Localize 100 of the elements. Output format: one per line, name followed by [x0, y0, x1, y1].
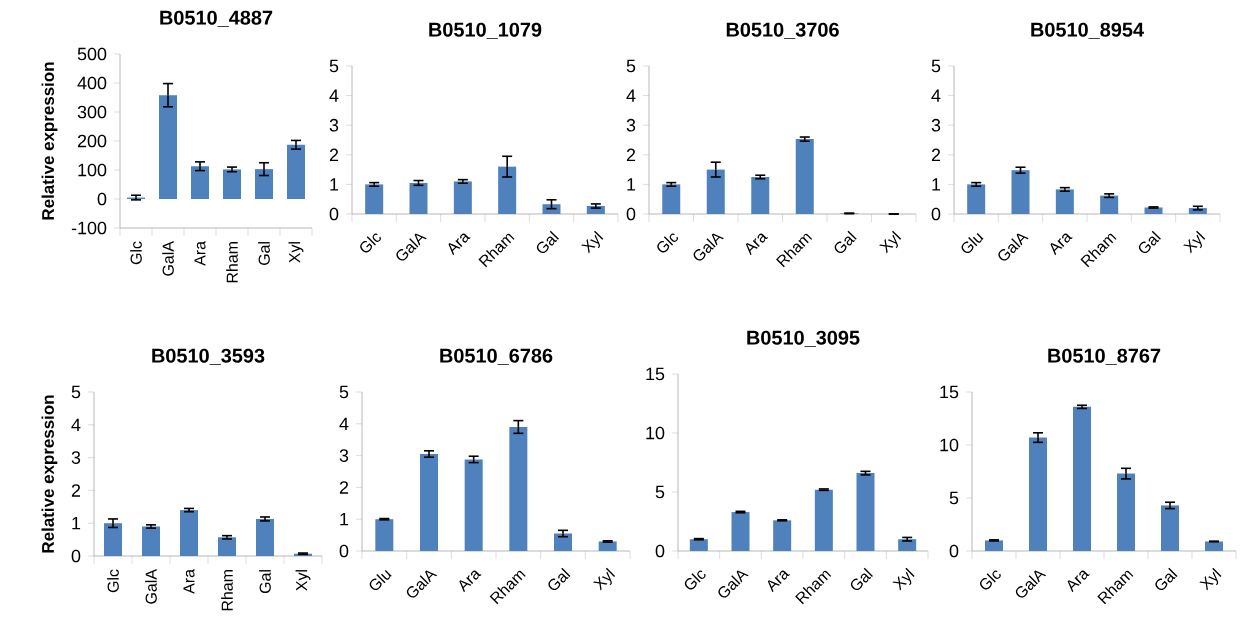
y-tick-label: 2: [931, 148, 941, 162]
bar: [142, 526, 160, 556]
bar: [1055, 189, 1074, 214]
y-tick-label: 100: [78, 163, 107, 177]
x-tick-label: Glu: [961, 232, 984, 254]
y-tick-label: 200: [77, 134, 107, 148]
x-tick-label: Xyl: [879, 230, 902, 254]
y-tick-label: 4: [71, 418, 81, 431]
y-tick-label: 10: [646, 426, 665, 440]
bar: [409, 182, 428, 214]
x-tick-label: Ara: [1067, 570, 1090, 593]
x-tick-label: Ara: [183, 569, 195, 594]
x-tick-label: Xyl: [295, 570, 311, 591]
y-tick-label: 3: [931, 118, 941, 132]
y-tick-label: 10: [940, 438, 959, 452]
bar: [191, 166, 209, 199]
bar: [554, 533, 572, 551]
chart-title: B0510_3593: [152, 348, 265, 366]
x-tick-label: Glc: [107, 569, 119, 593]
x-tick-label: Rham: [226, 242, 238, 283]
bar: [375, 519, 394, 551]
x-tick-label: Ara: [745, 233, 768, 256]
y-tick-label: 500: [77, 47, 107, 61]
y-axis-title: Relative expression: [41, 62, 58, 220]
bar: [1011, 170, 1030, 214]
y-tick-label: 2: [339, 481, 349, 494]
x-tick-label: Glc: [657, 233, 679, 253]
y-tick-label: 0: [97, 192, 107, 206]
y-tick-label: 15: [940, 385, 959, 399]
bar: [104, 523, 122, 556]
x-tick-label: Glc: [130, 241, 142, 265]
bar: [420, 454, 438, 551]
bar: [814, 489, 833, 551]
y-tick-label: -100: [71, 221, 107, 235]
y-tick-label: 0: [931, 207, 941, 221]
x-tick-label: Gal: [850, 567, 873, 591]
y-tick-label: 0: [626, 207, 636, 221]
bar: [731, 512, 750, 551]
y-tick-label: 2: [626, 148, 636, 162]
bar: [689, 539, 708, 551]
bar: [967, 184, 986, 214]
bar: [509, 426, 528, 551]
x-tick-label: Gal: [259, 570, 271, 594]
bar: [773, 520, 792, 551]
x-tick-label: Gal: [1155, 567, 1178, 591]
bar: [223, 169, 241, 199]
x-tick-label: Gal: [548, 567, 571, 591]
chart-title: B0510_6786: [440, 348, 553, 366]
chart-title: B0510_8954: [1031, 22, 1144, 39]
x-tick-label: Glc: [360, 233, 381, 253]
x-tick-label: Gal: [834, 230, 857, 254]
y-tick-label: 0: [949, 544, 959, 558]
x-tick-label: Ara: [448, 233, 471, 256]
x-tick-label: Gal: [536, 230, 559, 254]
x-tick-label: Glc: [980, 570, 1001, 590]
y-tick-label: 300: [77, 105, 107, 119]
y-tick-label: 4: [339, 417, 349, 430]
bar: [1117, 473, 1135, 551]
bar: [365, 184, 384, 214]
y-tick-label: 3: [626, 118, 636, 132]
bar: [464, 459, 483, 551]
bar: [217, 537, 236, 556]
y-tick-label: 5: [626, 59, 636, 73]
y-axis-title: Relative expression: [41, 395, 58, 553]
x-tick-label: Xyl: [1199, 567, 1222, 591]
y-tick-label: 400: [77, 76, 107, 90]
x-tick-label: Xyl: [581, 230, 604, 254]
bar: [159, 95, 177, 199]
y-tick-label: 1: [340, 513, 349, 526]
chart-title: B0510_8767: [1048, 348, 1161, 366]
x-tick-label: Gal: [258, 242, 270, 266]
y-tick-label: 3: [339, 449, 349, 462]
y-tick-label: 3: [329, 118, 339, 132]
y-tick-label: 1: [72, 517, 81, 530]
y-tick-label: 5: [949, 491, 959, 505]
y-tick-label: 0: [655, 544, 665, 558]
x-tick-label: Xyl: [288, 242, 304, 263]
bar: [180, 510, 198, 556]
x-tick-label: Xyl: [1183, 230, 1206, 254]
y-tick-label: 2: [71, 484, 81, 497]
bar: [1073, 406, 1092, 551]
bar: [542, 204, 561, 214]
chart-title: B0510_4887: [160, 10, 273, 28]
y-tick-label: 4: [626, 89, 636, 102]
chart-title: B0510_3095: [747, 330, 860, 348]
y-tick-label: 15: [646, 367, 665, 381]
x-tick-label: Glc: [684, 570, 706, 590]
bar: [706, 169, 725, 214]
chart-title: B0510_3706: [726, 22, 839, 39]
x-tick-label: Ara: [1050, 233, 1073, 256]
y-tick-label: 1: [627, 178, 636, 191]
y-tick-label: 3: [71, 451, 81, 464]
y-tick-label: 5: [339, 385, 349, 399]
bar: [1161, 505, 1179, 551]
y-tick-label: 5: [329, 59, 339, 73]
y-tick-label: 4: [931, 89, 941, 102]
bar: [795, 139, 814, 214]
bar: [751, 176, 770, 214]
x-tick-label: Ara: [459, 570, 482, 593]
bar: [856, 473, 875, 551]
